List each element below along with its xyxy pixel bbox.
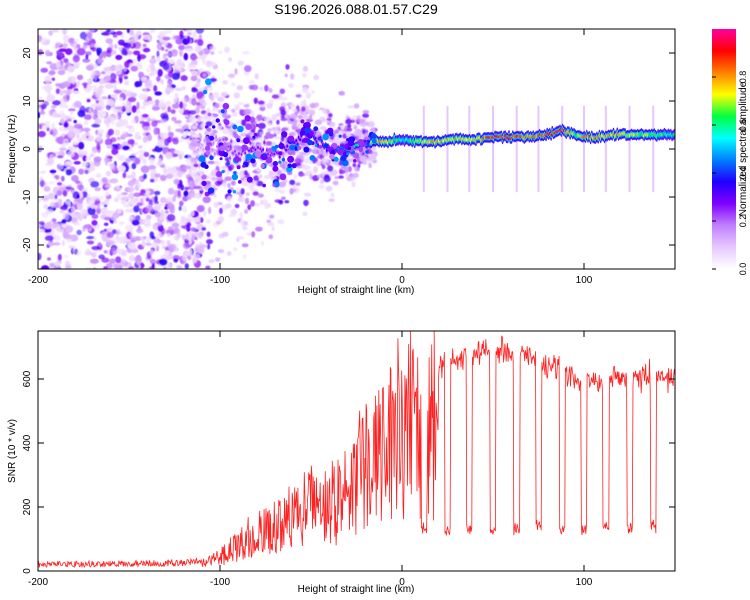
spectrogram-ytick-label: -20 [22, 237, 33, 252]
spectrogram-noise [38, 29, 220, 269]
figure-title: S196.2026.088.01.57.C29 [274, 1, 438, 17]
colorbar-tick-label: 0.4 [738, 167, 748, 180]
spectrogram-ylabel: Frequency (Hz) [7, 115, 18, 184]
snr-ticks: -200 -100 0 100 0 200 400 600 [22, 331, 675, 588]
snr-ytick-label: 400 [22, 434, 33, 451]
snr-xtick-label: -200 [28, 577, 48, 588]
spectrogram-heatmap [38, 29, 675, 269]
spectrogram-xtick-label: 100 [576, 275, 593, 286]
colorbar: 0.0 0.2 0.4 0.6 0.8 Normalized spectral ampl… [712, 29, 749, 275]
snr-ytick-label: 0 [22, 568, 33, 574]
snr-xlabel: Height of straight line (km) [298, 584, 415, 595]
spectrogram-ytick-label: 10 [22, 95, 33, 107]
spectrogram-xtick-label: -100 [210, 275, 230, 286]
spectrogram-streaks [422, 105, 655, 193]
snr-xtick-label: -100 [210, 577, 230, 588]
snr-panel: -200 -100 0 100 0 200 400 600 Height of straigh… [7, 330, 676, 595]
snr-series-line [38, 331, 675, 568]
spectrogram-xlabel: Height of straight line (km) [298, 285, 415, 296]
spectrogram-xtick-label: 0 [399, 275, 405, 286]
snr-xtick-label: 0 [399, 577, 405, 588]
snr-ytick-label: 600 [22, 370, 33, 387]
colorbar-ticks: 0.0 0.2 0.4 0.6 0.8 [712, 71, 748, 276]
snr-ylabel: SNR (10 * v/v) [7, 419, 18, 483]
colorbar-tick-label: 0.8 [738, 71, 748, 84]
spectrogram-ytick-label: 0 [22, 146, 33, 152]
spectrogram-ytick-label: 20 [22, 47, 33, 59]
snr-frame [37, 330, 676, 572]
spectrogram-ytick-label: -10 [22, 189, 33, 204]
colorbar-label: Normalized spectral amplitude [738, 81, 749, 216]
colorbar-tick-label: 0.2 [738, 215, 748, 228]
snr-xtick-label: 100 [576, 577, 593, 588]
spectrogram-ridge [197, 78, 675, 197]
colorbar-tick-label: 0.6 [738, 119, 748, 132]
spectrogram-xtick-label: -200 [28, 275, 48, 286]
colorbar-gradient [712, 29, 736, 269]
colorbar-tick-label: 0.0 [738, 263, 748, 276]
snr-ytick-label: 200 [22, 498, 33, 515]
